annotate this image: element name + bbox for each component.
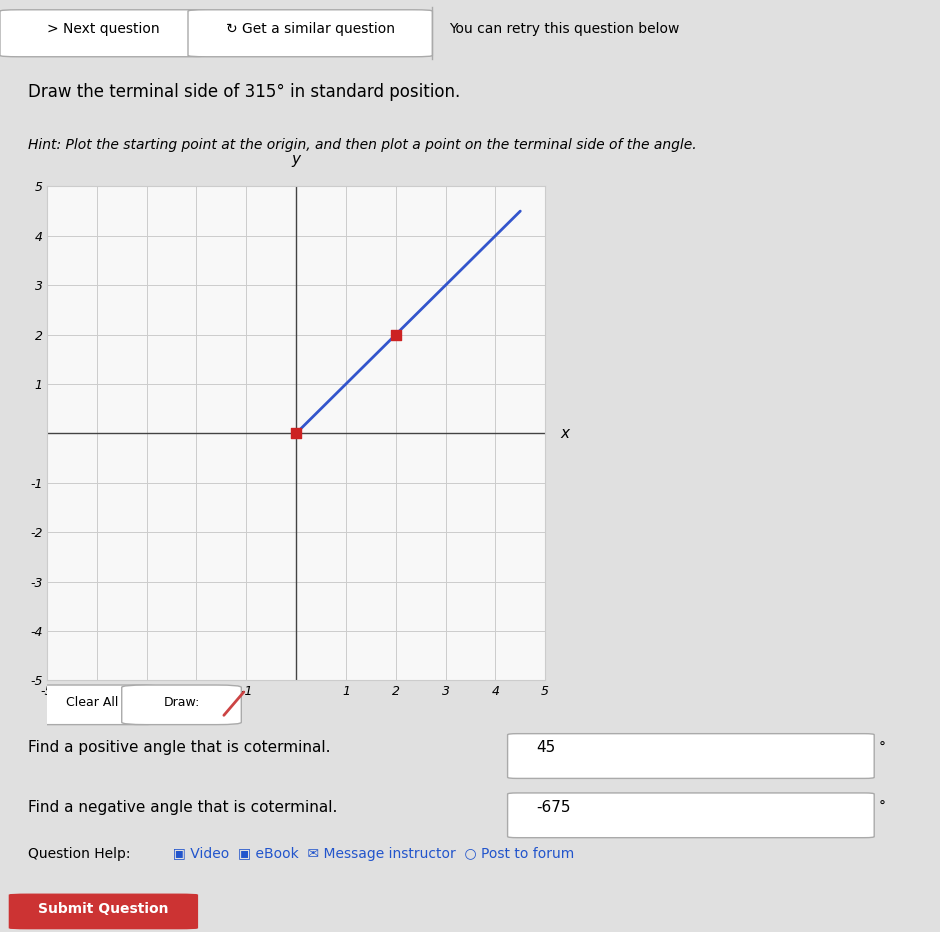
Text: ↻ Get a similar question: ↻ Get a similar question [226,22,395,36]
Text: Find a negative angle that is coterminal.: Find a negative angle that is coterminal… [28,800,337,815]
Text: Question Help:: Question Help: [28,847,131,861]
Text: Find a positive angle that is coterminal.: Find a positive angle that is coterminal… [28,740,331,755]
FancyBboxPatch shape [508,793,874,838]
Text: > Next question: > Next question [47,22,160,36]
FancyBboxPatch shape [22,685,162,725]
Text: y: y [291,152,301,167]
Text: Clear All: Clear All [66,696,118,709]
Text: -675: -675 [536,800,571,815]
Text: °: ° [879,800,885,814]
FancyBboxPatch shape [122,685,242,725]
Text: Draw:: Draw: [164,696,199,709]
FancyBboxPatch shape [508,733,874,778]
Text: Submit Question: Submit Question [39,902,168,916]
Text: x: x [560,426,569,441]
Text: Hint: Plot the starting point at the origin, and then plot a point on the termin: Hint: Plot the starting point at the ori… [28,138,697,152]
FancyBboxPatch shape [0,9,207,57]
FancyBboxPatch shape [188,9,432,57]
Text: 45: 45 [536,740,555,755]
Point [289,426,304,441]
Text: ▣ Video  ▣ eBook  ✉ Message instructor  ○ Post to forum: ▣ Video ▣ eBook ✉ Message instructor ○ P… [164,847,574,861]
Text: Draw the terminal side of 315° in standard position.: Draw the terminal side of 315° in standa… [28,84,461,102]
Text: You can retry this question below: You can retry this question below [448,22,680,36]
FancyBboxPatch shape [9,895,197,928]
Point [388,327,403,342]
Text: °: ° [879,740,885,754]
